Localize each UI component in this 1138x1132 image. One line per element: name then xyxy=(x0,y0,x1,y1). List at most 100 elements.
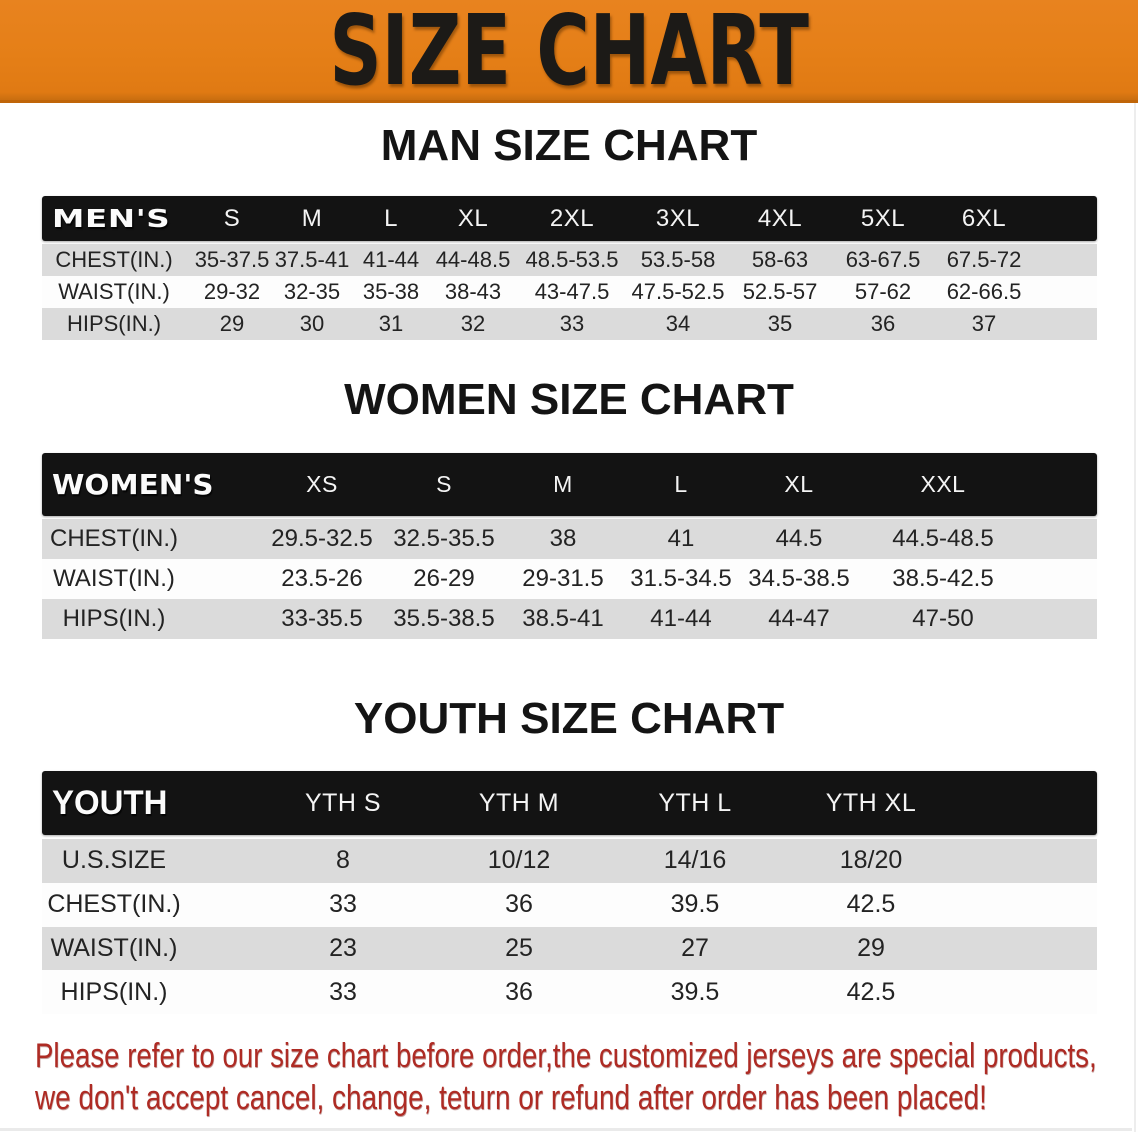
row-label: WAIST(IN.) xyxy=(53,565,175,592)
value-cell: 47-50 xyxy=(912,605,974,632)
women-size-table: WOMEN'S XS S M L XL XXL CHEST(IN.) 29.5-32.5 32.5… xyxy=(42,453,1097,639)
column-header: L xyxy=(674,471,688,497)
value-cell: 30 xyxy=(299,311,325,336)
value-cell: 14/16 xyxy=(663,846,727,875)
value-cell: 31.5-34.5 xyxy=(630,565,732,592)
value-cell: 43-47.5 xyxy=(534,279,610,304)
value-cell: 44-48.5 xyxy=(435,247,511,272)
value-cell: 33 xyxy=(329,977,357,1006)
youth-size-chart-title: YOUTH SIZE CHART xyxy=(353,694,785,743)
value-cell: 27 xyxy=(681,933,709,962)
value-cell: 29 xyxy=(219,311,245,336)
column-header: XS xyxy=(306,471,338,497)
table-row: WAIST(IN.) 23 25 27 29 xyxy=(42,926,1097,971)
table-row: CHEST(IN.) 29.5-32.5 32.5-35.5 38 41 44.5 44.5… xyxy=(42,519,1097,559)
table-row: HIPS(IN.) 29 30 31 32 33 34 35 36 37 xyxy=(42,308,1097,340)
value-cell: 44.5-48.5 xyxy=(892,525,994,552)
value-cell: 26-29 xyxy=(413,565,475,592)
photo-edge-bottom xyxy=(0,1128,1132,1131)
value-cell: 35.5-38.5 xyxy=(393,605,495,632)
value-cell: 57-62 xyxy=(854,279,912,304)
table-row: HIPS(IN.) 33 36 39.5 42.5 xyxy=(42,970,1097,1014)
column-header: S xyxy=(223,204,241,232)
value-cell: 29 xyxy=(857,933,885,962)
table-label: MEN'S xyxy=(52,204,171,233)
column-header: 4XL xyxy=(757,204,803,232)
value-cell: 33 xyxy=(559,311,585,336)
value-cell: 44-47 xyxy=(768,605,830,632)
value-cell: 38-43 xyxy=(444,279,502,304)
size-chart-banner: SIZE CHART xyxy=(0,0,1138,103)
column-header: YTH L xyxy=(658,788,732,817)
table-row: CHEST(IN.) 35-37.5 37.5-41 41-44 44-48.5 48.5… xyxy=(42,244,1097,276)
value-cell: 38.5-41 xyxy=(522,605,604,632)
row-label: CHEST(IN.) xyxy=(55,247,173,272)
disclaimer-line-2: we don't accept cancel, change, teturn o… xyxy=(35,1078,987,1117)
column-header: 3XL xyxy=(655,204,701,232)
value-cell: 34 xyxy=(665,311,691,336)
value-cell: 32 xyxy=(460,311,486,336)
column-header: YTH XL xyxy=(825,788,917,817)
value-cell: 41 xyxy=(667,525,695,552)
column-header: XL xyxy=(457,204,489,232)
value-cell: 29.5-32.5 xyxy=(271,525,373,552)
value-cell: 35-38 xyxy=(362,279,420,304)
value-cell: 36 xyxy=(505,890,533,919)
table-row: CHEST(IN.) 33 36 39.5 42.5 xyxy=(42,882,1097,927)
value-cell: 41-44 xyxy=(362,247,420,272)
table-label: WOMEN'S xyxy=(52,468,214,501)
table-row: WAIST(IN.) 29-32 32-35 35-38 38-43 43-47.5 47.… xyxy=(42,276,1097,308)
column-header: 5XL xyxy=(860,204,906,232)
column-header: YTH S xyxy=(304,788,382,817)
disclaimer-line-1: Please refer to our size chart before or… xyxy=(35,1037,1097,1075)
banner-title: SIZE CHART xyxy=(329,0,809,103)
value-cell: 34.5-38.5 xyxy=(748,565,850,592)
column-header: S xyxy=(436,471,452,497)
value-cell: 67.5-72 xyxy=(946,247,1022,272)
value-cell: 42.5 xyxy=(846,977,896,1006)
value-cell: 29-31.5 xyxy=(522,565,604,592)
table-row: HIPS(IN.) 33-35.5 35.5-38.5 38.5-41 41-44 44-… xyxy=(42,599,1097,639)
value-cell: 39.5 xyxy=(670,977,720,1006)
row-label: HIPS(IN.) xyxy=(62,605,166,632)
value-cell: 62-66.5 xyxy=(946,279,1022,304)
column-header: XL xyxy=(784,471,814,497)
row-label: WAIST(IN.) xyxy=(58,279,170,304)
value-cell: 33-35.5 xyxy=(281,605,363,632)
table-row: U.S.SIZE 8 10/12 14/16 18/20 xyxy=(42,839,1097,883)
value-cell: 37 xyxy=(971,311,997,336)
row-label: HIPS(IN.) xyxy=(66,311,162,336)
value-cell: 35 xyxy=(767,311,793,336)
value-cell: 41-44 xyxy=(650,605,712,632)
row-label: CHEST(IN.) xyxy=(50,525,178,552)
value-cell: 32-35 xyxy=(283,279,341,304)
value-cell: 39.5 xyxy=(670,890,720,919)
value-cell: 18/20 xyxy=(839,846,903,875)
value-cell: 42.5 xyxy=(846,890,896,919)
table-label: YOUTH xyxy=(52,783,168,822)
row-label: HIPS(IN.) xyxy=(60,977,168,1006)
table-header-row: MEN'S S M L XL 2XL 3XL 4XL 5XL 6XL xyxy=(42,196,1097,241)
row-label: WAIST(IN.) xyxy=(50,933,178,962)
youth-size-table: YOUTH YTH S YTH M YTH L YTH XL U.S.SIZE 8 10/12… xyxy=(42,771,1097,1014)
disclaimer-text: Please refer to our size chart before or… xyxy=(35,1036,1138,1119)
men-size-table: MEN'S S M L XL 2XL 3XL 4XL 5XL 6XL CHEST(IN.) 35-37… xyxy=(42,196,1097,340)
value-cell: 31 xyxy=(378,311,404,336)
value-cell: 37.5-41 xyxy=(274,247,350,272)
value-cell: 58-63 xyxy=(751,247,809,272)
value-cell: 48.5-53.5 xyxy=(525,247,619,272)
value-cell: 32.5-35.5 xyxy=(393,525,495,552)
value-cell: 23.5-26 xyxy=(281,565,363,592)
column-header: M xyxy=(553,471,573,497)
value-cell: 38 xyxy=(549,525,577,552)
value-cell: 25 xyxy=(505,933,533,962)
women-size-chart-title: WOMEN SIZE CHART xyxy=(344,375,794,424)
value-cell: 47.5-52.5 xyxy=(631,279,725,304)
man-size-chart-title: MAN SIZE CHART xyxy=(380,121,758,170)
photo-edge-right xyxy=(1134,103,1136,1132)
value-cell: 52.5-57 xyxy=(742,279,818,304)
row-label: U.S.SIZE xyxy=(61,846,167,875)
table-header-row: YOUTH YTH S YTH M YTH L YTH XL xyxy=(42,771,1097,835)
value-cell: 10/12 xyxy=(487,846,551,875)
column-header: XXL xyxy=(920,471,966,497)
